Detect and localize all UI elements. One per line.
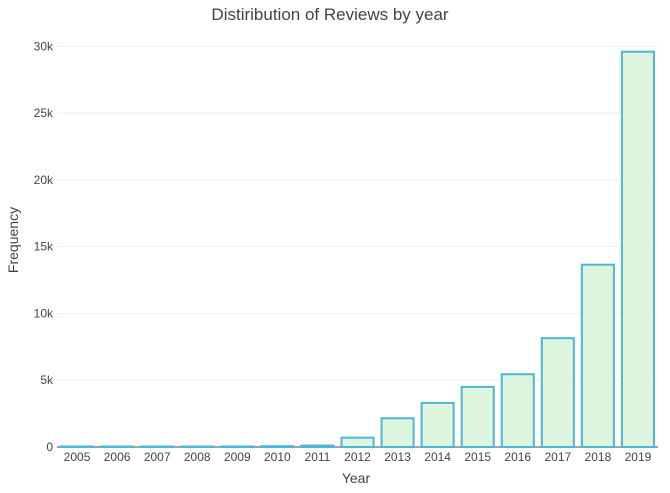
bar-2011[interactable]	[300, 444, 335, 449]
bar-2006[interactable]	[100, 445, 135, 448]
x-tick-label: 2005	[64, 450, 91, 464]
bar-2008[interactable]	[180, 445, 215, 448]
bar-2015[interactable]	[460, 385, 495, 449]
x-tick-label: 2011	[305, 450, 331, 464]
x-tick-label: 2017	[544, 450, 571, 464]
x-tick-label: 2008	[184, 450, 211, 464]
x-tick-label: 2014	[424, 450, 451, 464]
y-axis-ticks: 0 5k 10k 15k 20k 25k 30k	[34, 39, 54, 454]
x-tick-label: 2019	[625, 450, 652, 464]
bar-2018[interactable]	[580, 263, 615, 448]
x-tick-label: 2013	[384, 450, 411, 464]
bars	[60, 50, 655, 449]
y-tick-label: 30k	[34, 39, 54, 53]
y-tick-label: 15k	[34, 240, 54, 254]
x-tick-label: 2016	[504, 450, 531, 464]
y-tick-label: 20k	[34, 173, 54, 187]
x-axis-title: Year	[342, 470, 371, 486]
x-axis-ticks: 2005 2006 2007 2008 2009 2010 2011 2012 2013 2014…	[64, 450, 652, 464]
y-tick-label: 5k	[40, 373, 54, 387]
y-tick-label: 0	[46, 440, 53, 454]
bar-2019[interactable]	[620, 50, 655, 448]
bar-2007[interactable]	[140, 445, 175, 448]
bar-2014[interactable]	[420, 401, 455, 449]
bar-2005[interactable]	[60, 445, 95, 448]
bar-2010[interactable]	[260, 445, 295, 448]
y-tick-label: 25k	[34, 106, 54, 120]
y-axis-title: Frequency	[5, 207, 21, 273]
bar-2016[interactable]	[500, 373, 535, 448]
bar-2009[interactable]	[220, 445, 255, 449]
x-tick-label: 2006	[104, 450, 131, 464]
bar-2013[interactable]	[380, 417, 415, 449]
x-tick-label: 2007	[144, 450, 171, 464]
bar-2017[interactable]	[540, 337, 575, 448]
gridlines	[57, 45, 658, 448]
chart-title: Distiribution of Reviews by year	[211, 5, 448, 24]
x-tick-label: 2009	[224, 450, 251, 464]
y-tick-label: 10k	[34, 306, 54, 320]
x-tick-label: 2010	[264, 450, 291, 464]
bar-2012[interactable]	[340, 436, 375, 448]
x-tick-label: 2012	[344, 450, 371, 464]
x-tick-label: 2015	[464, 450, 491, 464]
x-tick-label: 2018	[585, 450, 612, 464]
